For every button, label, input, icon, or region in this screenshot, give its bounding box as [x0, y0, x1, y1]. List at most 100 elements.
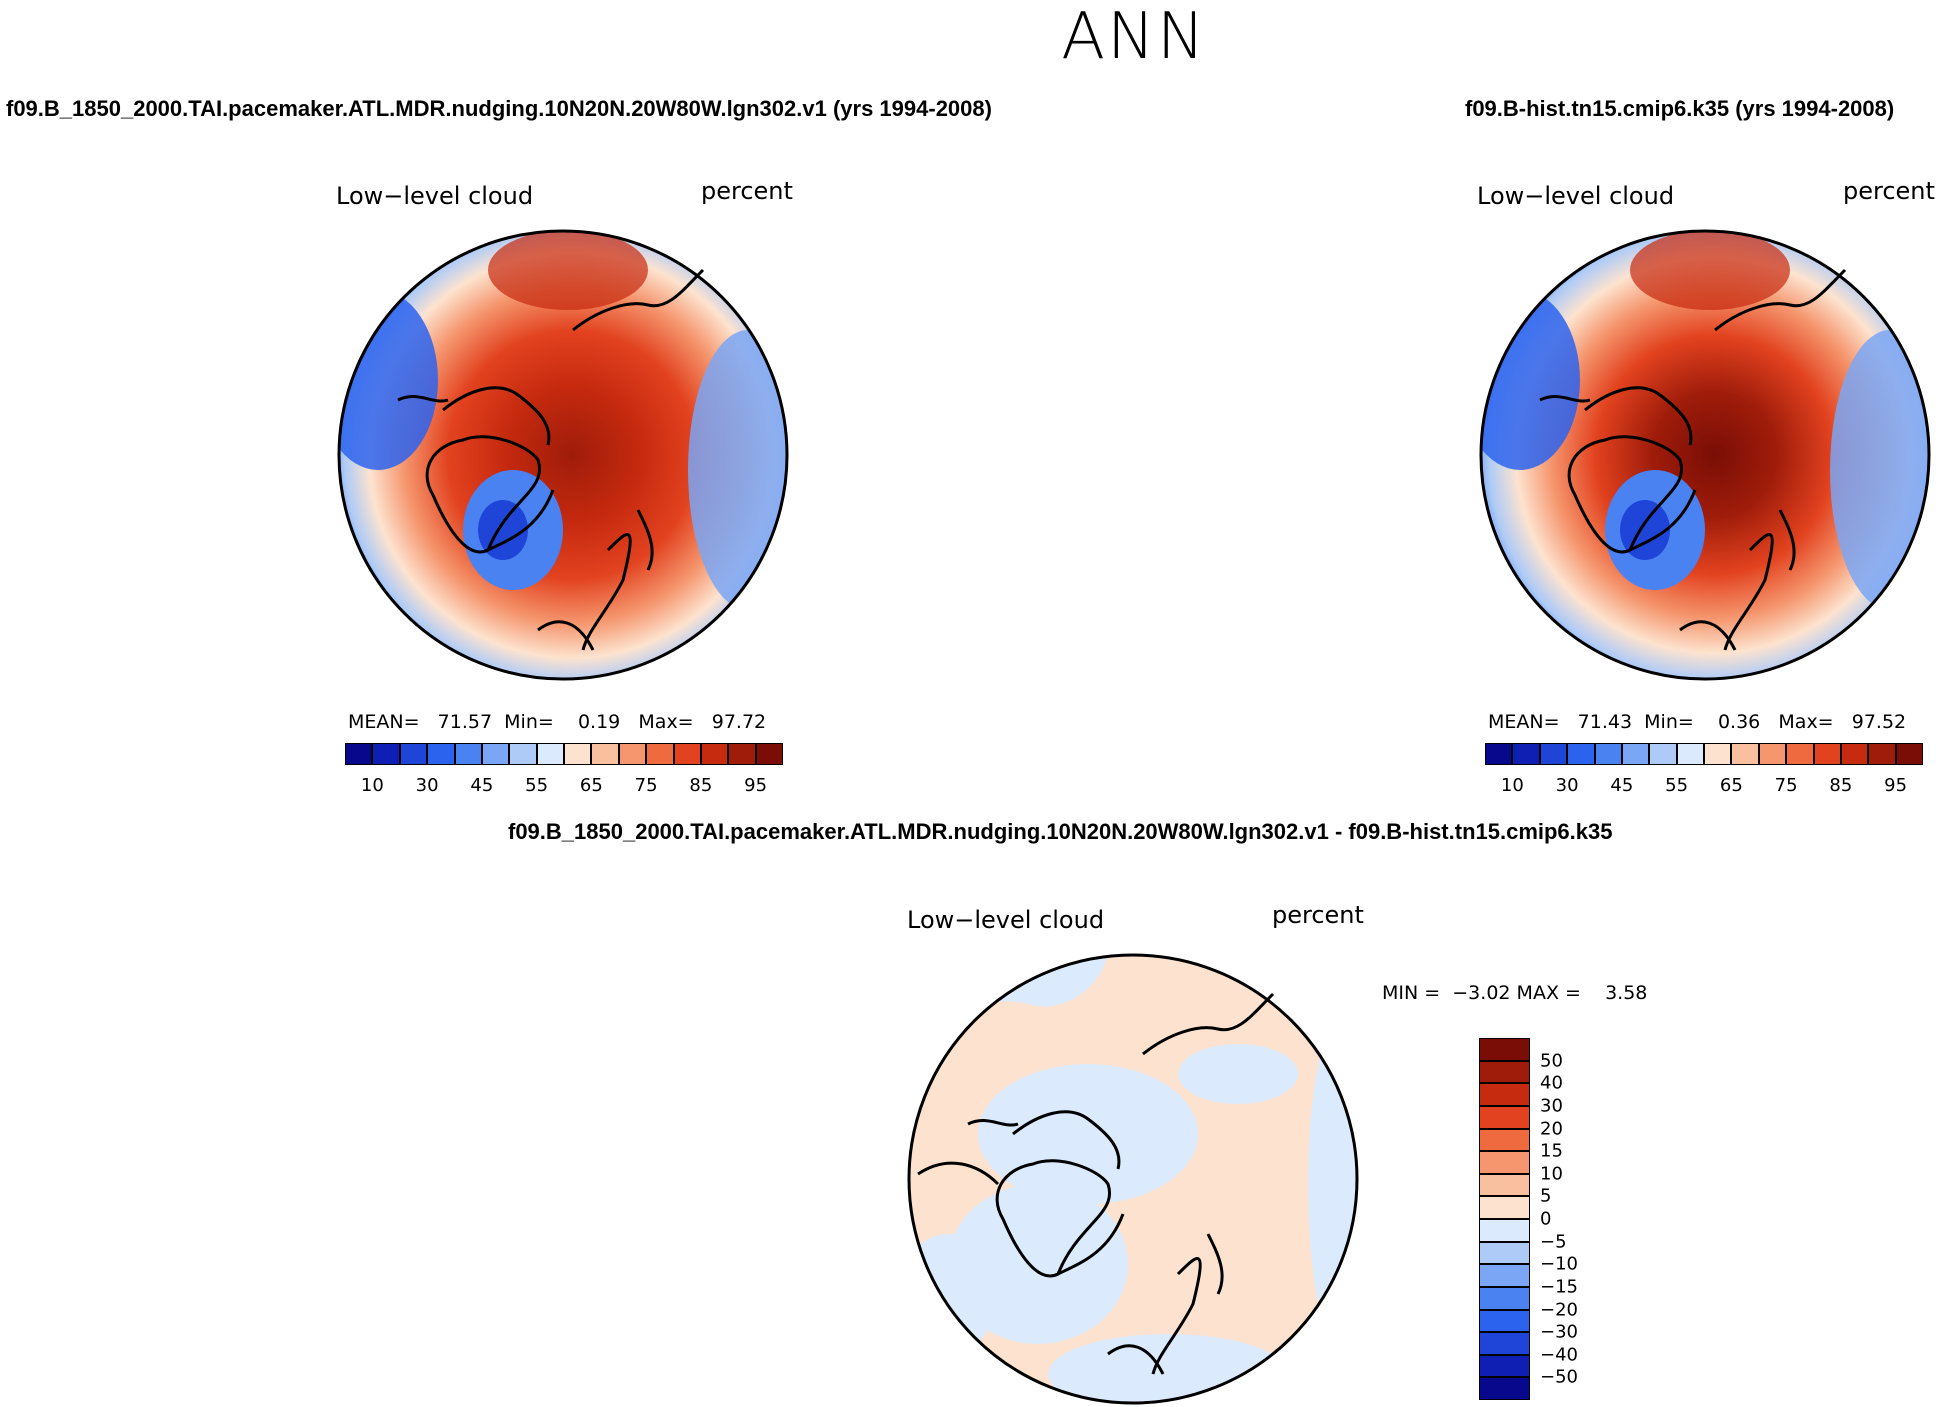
left-max-value: 97.72 — [711, 711, 767, 733]
colorbar-swatch — [700, 743, 729, 765]
diff-min-label: MIN = — [1382, 982, 1441, 1004]
colorbar-swatch — [1479, 1083, 1530, 1106]
colorbar-swatch — [1512, 743, 1540, 765]
diff-stats-line: MIN = −3.02 MAX = 3.58 — [1382, 982, 1647, 1004]
colorbar-tick-label: 15 — [1540, 1140, 1563, 1162]
right-units-label: percent — [1843, 177, 1935, 205]
colorbar-swatch — [1479, 1038, 1530, 1061]
colorbar-tick-label: 50 — [1540, 1050, 1563, 1072]
left-stats-line: MEAN= 71.57 Min= 0.19 Max= 97.72 — [348, 711, 766, 733]
colorbar-swatch — [427, 743, 455, 765]
colorbar-swatch — [1621, 743, 1650, 765]
right-case-title: f09.B-hist.tn15.cmip6.k35 (yrs 1994-2008… — [1465, 96, 1895, 121]
colorbar-swatch — [1479, 1332, 1530, 1355]
colorbar-swatch — [1813, 743, 1841, 765]
colorbar-swatch — [1479, 1241, 1530, 1265]
colorbar-swatch — [1868, 743, 1896, 765]
colorbar-tick-label: 45 — [1610, 775, 1634, 796]
left-mean-value: 71.57 — [437, 711, 493, 733]
colorbar-swatch — [1479, 1219, 1530, 1242]
main-title: ANN — [1061, 0, 1207, 74]
right-variable-label: Low−level cloud — [1477, 182, 1675, 210]
diff-min-value: −3.02 — [1452, 982, 1511, 1004]
colorbar-swatch — [1758, 743, 1787, 765]
colorbar-tick-label: −5 — [1540, 1231, 1567, 1253]
right-max-label: Max= — [1778, 711, 1834, 733]
colorbar-swatch — [1479, 1060, 1530, 1084]
colorbar-tick-label: 30 — [1555, 775, 1579, 796]
colorbar-swatch — [1594, 743, 1622, 765]
colorbar-swatch — [591, 743, 619, 765]
colorbar-tick-label: 40 — [1540, 1072, 1563, 1094]
colorbar-tick-label: 85 — [1829, 775, 1853, 796]
colorbar-swatch — [1704, 743, 1732, 765]
colorbar-swatch — [728, 743, 756, 765]
colorbar-tick-label: −40 — [1540, 1344, 1578, 1366]
colorbar-swatch — [1479, 1105, 1530, 1129]
colorbar-tick-label: 5 — [1540, 1185, 1552, 1207]
right-min-value: 0.36 — [1717, 711, 1761, 733]
colorbar-tick-label: 30 — [1540, 1095, 1563, 1117]
left-units-label: percent — [701, 177, 793, 205]
left-max-label: Max= — [638, 711, 694, 733]
colorbar-swatch — [1479, 1377, 1530, 1400]
diff-polar-map — [907, 953, 1359, 1405]
colorbar-tick-label: 30 — [415, 775, 439, 796]
colorbar-tick-label: 10 — [1500, 775, 1524, 796]
left-variable-label: Low−level cloud — [336, 182, 534, 210]
colorbar-tick-label: 95 — [1884, 775, 1908, 796]
colorbar-swatch — [646, 743, 674, 765]
colorbar-tick-label: −30 — [1540, 1321, 1578, 1343]
colorbar-tick-label: 55 — [1665, 775, 1689, 796]
colorbar-tick-label: 65 — [579, 775, 603, 796]
colorbar-swatch — [673, 743, 701, 765]
colorbar-swatch — [755, 743, 783, 765]
colorbar-swatch — [1676, 743, 1704, 765]
diff-units-label: percent — [1272, 901, 1364, 929]
left-case-title: f09.B_1850_2000.TAI.pacemaker.ATL.MDR.nu… — [6, 96, 992, 121]
colorbar-tick-label: 65 — [1719, 775, 1743, 796]
right-min-label: Min= — [1644, 711, 1694, 733]
right-mean-value: 71.43 — [1577, 711, 1633, 733]
diff-variable-label: Low−level cloud — [907, 906, 1105, 934]
left-min-value: 0.19 — [577, 711, 621, 733]
colorbar-swatch — [345, 743, 373, 765]
diff-max-value: 3.58 — [1605, 982, 1648, 1004]
colorbar-swatch — [399, 743, 428, 765]
colorbar-tick-label: 20 — [1540, 1118, 1563, 1139]
colorbar-swatch — [372, 743, 400, 765]
colorbar-tick-label: −50 — [1540, 1366, 1578, 1388]
right-max-value: 97.52 — [1851, 711, 1907, 733]
colorbar-swatch — [1479, 1354, 1530, 1378]
colorbar-tick-label: 85 — [689, 775, 713, 796]
colorbar-swatch — [1479, 1173, 1530, 1197]
colorbar-tick-label: 45 — [470, 775, 494, 796]
right-stats-line: MEAN= 71.43 Min= 0.36 Max= 97.52 — [1488, 711, 1906, 733]
colorbar-tick-label: 10 — [360, 775, 384, 796]
right-polar-map — [1479, 229, 1931, 681]
colorbar-tick-label: 75 — [1774, 775, 1798, 796]
colorbar-tick-label: 55 — [525, 775, 549, 796]
left-min-label: Min= — [504, 711, 554, 733]
colorbar-swatch — [481, 743, 510, 765]
colorbar-swatch — [618, 743, 647, 765]
colorbar-swatch — [536, 743, 564, 765]
colorbar-swatch — [1479, 1151, 1530, 1174]
left-mean-label: MEAN= — [348, 711, 420, 733]
colorbar-tick-label: −20 — [1540, 1299, 1578, 1320]
colorbar-swatch — [1649, 743, 1677, 765]
colorbar-swatch — [1479, 1286, 1530, 1310]
colorbar-swatch — [1731, 743, 1759, 765]
colorbar-swatch — [1479, 1309, 1530, 1333]
colorbar-swatch — [1479, 1128, 1530, 1152]
colorbar-swatch — [1840, 743, 1869, 765]
colorbar-swatch — [1485, 743, 1513, 765]
colorbar-swatch — [1786, 743, 1814, 765]
colorbar-swatch — [1479, 1264, 1530, 1287]
colorbar-swatch — [454, 743, 482, 765]
colorbar-tick-label: 95 — [744, 775, 768, 796]
colorbar-tick-label: 75 — [634, 775, 658, 796]
colorbar-swatch — [1895, 743, 1923, 765]
left-polar-map — [337, 229, 789, 681]
colorbar-tick-label: 10 — [1540, 1163, 1563, 1185]
